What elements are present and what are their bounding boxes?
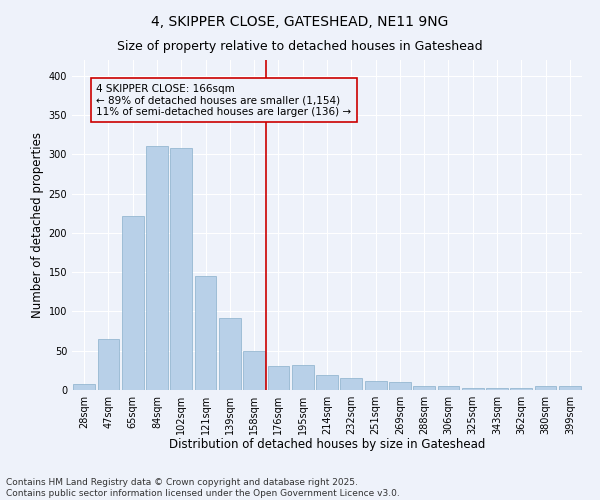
Bar [170, 148, 192, 390]
Y-axis label: Number of detached properties: Number of detached properties [31, 132, 44, 318]
Bar [243, 350, 265, 390]
Bar [292, 365, 314, 390]
Bar [511, 388, 532, 390]
Bar [413, 386, 435, 390]
Bar [437, 386, 460, 390]
Text: Size of property relative to detached houses in Gateshead: Size of property relative to detached ho… [117, 40, 483, 53]
Text: 4 SKIPPER CLOSE: 166sqm
← 89% of detached houses are smaller (1,154)
11% of semi: 4 SKIPPER CLOSE: 166sqm ← 89% of detache… [96, 84, 352, 117]
Text: 4, SKIPPER CLOSE, GATESHEAD, NE11 9NG: 4, SKIPPER CLOSE, GATESHEAD, NE11 9NG [151, 15, 449, 29]
Bar [365, 382, 386, 390]
Bar [97, 339, 119, 390]
Bar [219, 318, 241, 390]
Bar [535, 386, 556, 390]
Bar [194, 276, 217, 390]
Bar [122, 216, 143, 390]
Bar [340, 378, 362, 390]
Bar [316, 375, 338, 390]
X-axis label: Distribution of detached houses by size in Gateshead: Distribution of detached houses by size … [169, 438, 485, 452]
Bar [268, 366, 289, 390]
Bar [559, 386, 581, 390]
Bar [486, 388, 508, 390]
Bar [146, 146, 168, 390]
Bar [73, 384, 95, 390]
Text: Contains HM Land Registry data © Crown copyright and database right 2025.
Contai: Contains HM Land Registry data © Crown c… [6, 478, 400, 498]
Bar [389, 382, 411, 390]
Bar [462, 388, 484, 390]
